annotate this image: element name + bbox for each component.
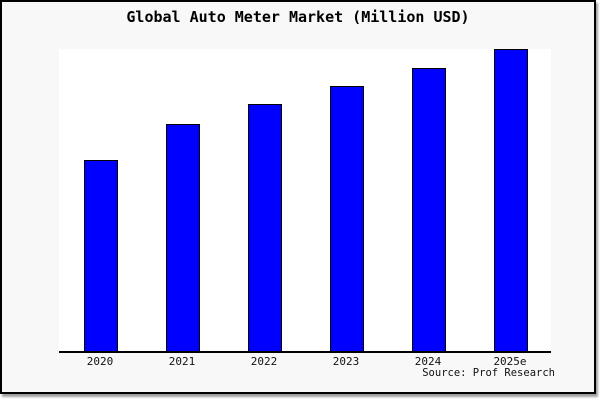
bar-2021 [166, 124, 200, 351]
chart-frame: Global Auto Meter Market (Million USD) 2… [0, 0, 596, 394]
bar-2022 [248, 104, 282, 351]
x-tick-label-2024: 2024 [414, 355, 442, 368]
bar-2023 [330, 86, 364, 351]
x-tick-label-2021: 2021 [168, 355, 196, 368]
source-credit: Source: Prof Research [422, 367, 555, 379]
x-axis-tick-labels: 2020 2021 2022 2023 2024 2025e [59, 355, 551, 368]
x-axis-line [59, 351, 551, 353]
x-tick-label-2022: 2022 [250, 355, 278, 368]
x-tick-label-2020: 2020 [86, 355, 114, 368]
x-tick-label-2025e: 2025e [493, 355, 527, 368]
plot-area [59, 49, 551, 353]
chart-title: Global Auto Meter Market (Million USD) [126, 8, 470, 26]
bar-2024 [412, 68, 446, 351]
bar-2025e [494, 49, 528, 351]
bar-2020 [84, 160, 118, 351]
x-tick-label-2023: 2023 [332, 355, 360, 368]
